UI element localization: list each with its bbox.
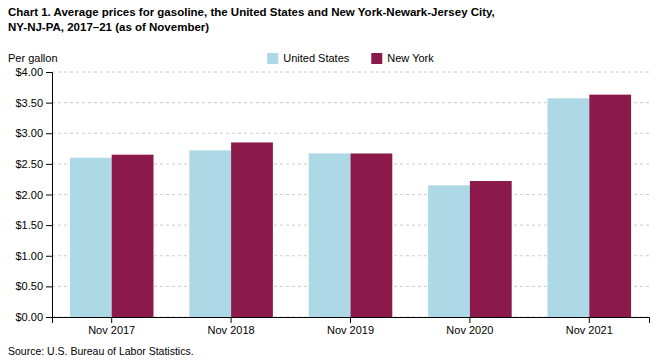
title: Chart 1. Average prices for gasoline, th… xyxy=(8,6,495,33)
bar xyxy=(309,153,351,317)
legend: United States New York xyxy=(267,52,434,64)
title-line: Chart 1. Average prices for gasoline, th… xyxy=(8,6,495,18)
y-tick: $3.50 xyxy=(15,97,52,109)
bar xyxy=(351,153,393,317)
legend-label: United States xyxy=(283,52,350,64)
x-tick-label: Nov 2018 xyxy=(208,324,255,336)
bar xyxy=(189,150,231,317)
y-tick-mark xyxy=(46,195,52,196)
y-tick-mark xyxy=(46,133,52,134)
y-tick-mark xyxy=(46,164,52,165)
source: Source: U.S. Bureau of Labor Statistics. xyxy=(8,345,194,357)
grid-line xyxy=(52,72,649,73)
y-tick-label: $2.00 xyxy=(15,189,43,201)
x-tick: Nov 2020 xyxy=(446,317,493,336)
grid xyxy=(52,72,649,317)
bar xyxy=(231,142,273,317)
x-tick-mark xyxy=(231,317,232,323)
y-tick-mark xyxy=(46,72,52,73)
y-tick-label: $0.50 xyxy=(15,280,43,292)
bars xyxy=(70,95,631,317)
series xyxy=(112,95,631,317)
bar xyxy=(470,181,512,317)
y-axis: $0.00 $0.50 $1.00 $1.50 $2.00 $2.50 $3.00 $3.50… xyxy=(15,66,52,323)
legend-label: New York xyxy=(387,52,434,64)
x-axis: Nov 2017 Nov 2018 Nov 2019 Nov 2020 Nov 2021 xyxy=(53,317,650,336)
y-tick: $0.00 xyxy=(15,311,52,323)
y-tick-mark xyxy=(46,225,52,226)
series xyxy=(70,98,589,317)
y-tick-mark xyxy=(46,103,52,104)
y-tick-label: $3.00 xyxy=(15,127,43,139)
y-tick-mark xyxy=(46,317,52,318)
x-tick-mark xyxy=(350,317,351,323)
x-tick-mark xyxy=(111,317,112,323)
chart: Chart 1. Average prices for gasoline, th… xyxy=(0,0,661,361)
y-axis-line xyxy=(46,73,53,318)
x-axis-line xyxy=(53,318,650,324)
bar xyxy=(589,95,631,317)
x-tick-label: Nov 2017 xyxy=(88,324,135,336)
y-tick: $2.50 xyxy=(15,158,52,170)
y-tick: $0.50 xyxy=(15,280,52,292)
bar xyxy=(70,158,112,317)
x-tick: Nov 2019 xyxy=(327,317,374,336)
plot: $0.00 $0.50 $1.00 $1.50 $2.00 $2.50 $3.00 $3.50… xyxy=(15,66,649,336)
x-tick-mark xyxy=(589,317,590,323)
legend-item: United States xyxy=(267,52,350,64)
y-tick: $1.00 xyxy=(15,250,52,262)
x-tick: Nov 2018 xyxy=(208,317,255,336)
y-tick: $3.00 xyxy=(15,127,52,139)
x-tick-mark xyxy=(469,317,470,323)
legend-swatch xyxy=(267,53,278,64)
y-tick-label: $1.00 xyxy=(15,250,43,262)
y-tick-mark xyxy=(46,286,52,287)
bar xyxy=(548,98,590,317)
title-line: NY-NJ-PA, 2017–21 (as of November) xyxy=(8,21,209,33)
x-tick-label: Nov 2021 xyxy=(566,324,613,336)
x-tick: Nov 2017 xyxy=(88,317,135,336)
x-tick-label: Nov 2019 xyxy=(327,324,374,336)
legend-item: New York xyxy=(371,52,434,64)
y-tick: $4.00 xyxy=(15,66,52,78)
x-tick-label: Nov 2020 xyxy=(446,324,493,336)
bar xyxy=(112,155,154,317)
legend-swatch xyxy=(371,53,382,64)
y-tick-mark xyxy=(46,256,52,257)
y-tick-label: $4.00 xyxy=(15,66,43,78)
bar xyxy=(428,185,470,317)
x-tick: Nov 2021 xyxy=(566,317,613,336)
y-tick-label: $3.50 xyxy=(15,97,43,109)
y-tick: $2.00 xyxy=(15,189,52,201)
y-axis-title: Per gallon xyxy=(8,52,58,64)
y-tick-label: $1.50 xyxy=(15,219,43,231)
y-tick-label: $2.50 xyxy=(15,158,43,170)
y-tick: $1.50 xyxy=(15,219,52,231)
y-tick-label: $0.00 xyxy=(15,311,43,323)
